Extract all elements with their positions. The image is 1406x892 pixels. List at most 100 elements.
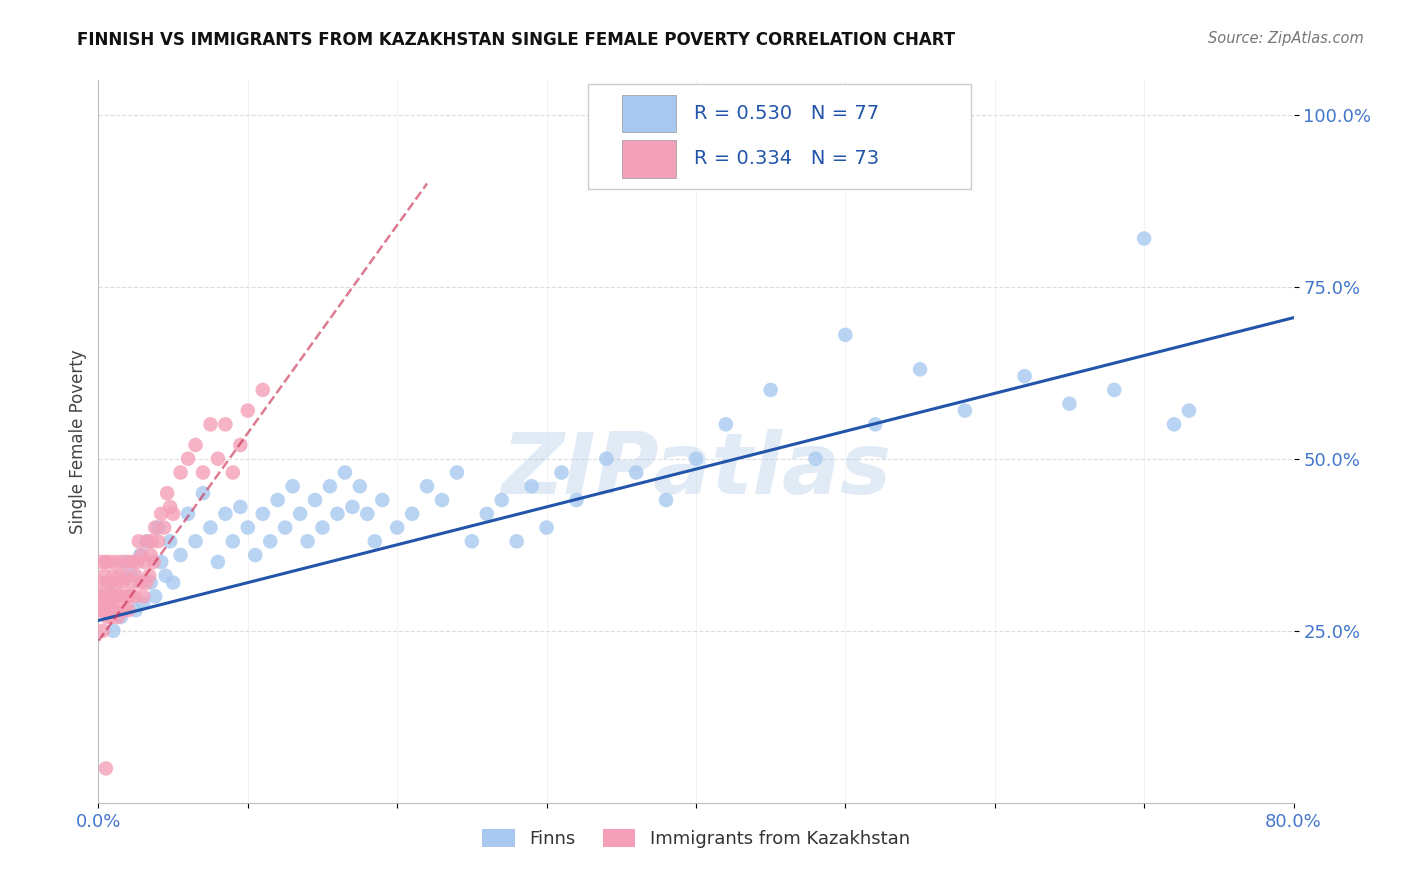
Point [520, 479, 543, 493]
Point [342, 500, 364, 514]
Point [169, 466, 191, 480]
Point [98, 575, 122, 590]
Point [200, 520, 222, 534]
Point [129, 548, 152, 562]
Point [155, 568, 177, 582]
Point [132, 590, 155, 604]
Point [107, 590, 129, 604]
Point [214, 507, 236, 521]
Legend: Finns, Immigrants from Kazakhstan: Finns, Immigrants from Kazakhstan [475, 822, 917, 855]
Text: ZIPatlas: ZIPatlas [501, 429, 891, 512]
Point [371, 493, 394, 508]
Point [491, 493, 513, 508]
Point [207, 451, 229, 466]
Point [110, 555, 132, 569]
Point [93, 568, 115, 582]
Point [229, 438, 252, 452]
FancyBboxPatch shape [621, 95, 676, 133]
Point [214, 417, 236, 432]
Point [132, 596, 155, 610]
Point [252, 507, 274, 521]
Point [135, 534, 157, 549]
Point [184, 438, 207, 452]
Point [107, 610, 129, 624]
Text: FINNISH VS IMMIGRANTS FROM KAZAKHSTAN SINGLE FEMALE POVERTY CORRELATION CHART: FINNISH VS IMMIGRANTS FROM KAZAKHSTAN SI… [77, 31, 956, 49]
Point [288, 507, 311, 521]
Point [127, 555, 149, 569]
Point [304, 493, 326, 508]
Point [333, 466, 356, 480]
Point [90, 555, 112, 569]
Point [229, 500, 252, 514]
Point [191, 466, 214, 480]
Point [834, 327, 856, 342]
Point [177, 507, 200, 521]
Point [125, 603, 148, 617]
Point [142, 555, 165, 569]
Point [759, 383, 782, 397]
Point [865, 417, 887, 432]
Point [94, 603, 117, 617]
Point [118, 590, 141, 604]
Point [139, 575, 162, 590]
Point [184, 534, 207, 549]
Point [153, 520, 176, 534]
Point [1178, 403, 1201, 417]
Point [1014, 369, 1036, 384]
Point [125, 568, 148, 582]
Point [550, 466, 572, 480]
Point [595, 451, 617, 466]
Point [162, 575, 184, 590]
Point [401, 507, 423, 521]
Point [141, 534, 163, 549]
Text: R = 0.334   N = 73: R = 0.334 N = 73 [693, 149, 879, 169]
Point [177, 451, 200, 466]
Point [356, 507, 378, 521]
Point [461, 534, 484, 549]
FancyBboxPatch shape [621, 140, 676, 178]
Point [98, 603, 122, 617]
Point [1133, 231, 1156, 245]
Point [94, 761, 117, 775]
Point [91, 624, 114, 638]
Point [274, 520, 297, 534]
Text: R = 0.530   N = 77: R = 0.530 N = 77 [693, 104, 879, 123]
Point [117, 603, 139, 617]
Point [101, 610, 124, 624]
Point [626, 466, 648, 480]
Point [104, 555, 127, 569]
Text: Source: ZipAtlas.com: Source: ZipAtlas.com [1208, 31, 1364, 46]
Point [98, 575, 122, 590]
Point [252, 383, 274, 397]
Point [148, 534, 170, 549]
Point [117, 555, 139, 569]
Point [139, 548, 162, 562]
Point [1104, 383, 1126, 397]
Point [297, 534, 319, 549]
Point [159, 534, 181, 549]
Point [245, 548, 267, 562]
Point [97, 555, 120, 569]
Point [953, 403, 976, 417]
Point [110, 590, 132, 604]
Point [129, 575, 152, 590]
Point [236, 520, 259, 534]
Point [804, 451, 827, 466]
Point [162, 507, 184, 521]
Point [364, 534, 387, 549]
Point [326, 507, 349, 521]
Point [89, 575, 111, 590]
Point [134, 555, 156, 569]
Point [200, 417, 222, 432]
Point [1163, 417, 1185, 432]
Point [94, 555, 117, 569]
Point [94, 590, 117, 604]
Point [281, 479, 304, 493]
Point [150, 507, 173, 521]
Point [536, 520, 558, 534]
Point [112, 603, 135, 617]
Point [135, 575, 157, 590]
Point [159, 500, 181, 514]
Point [143, 590, 166, 604]
Point [222, 466, 245, 480]
